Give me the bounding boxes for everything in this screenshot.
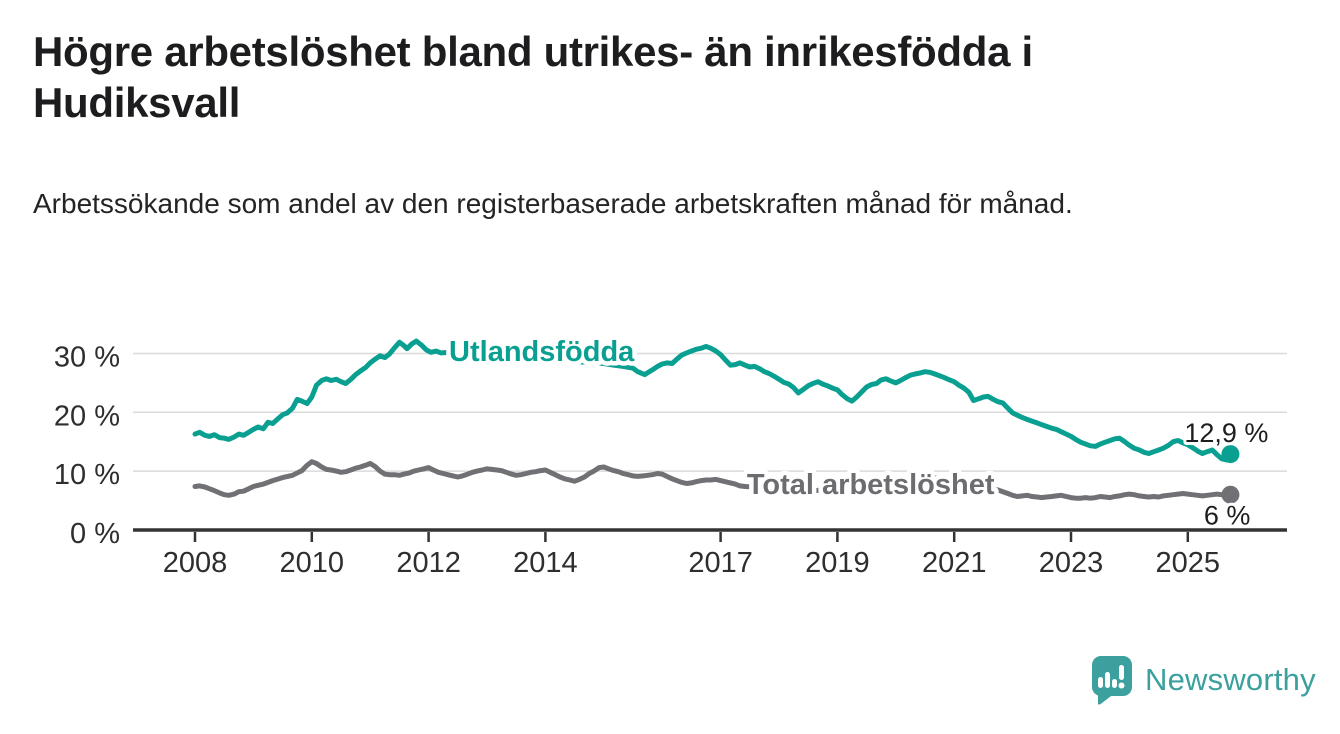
series-end-value-total-arbetsloshet: 6 %: [1204, 501, 1251, 531]
x-tick-label: 2023: [1039, 547, 1104, 579]
newsworthy-icon: [1092, 656, 1132, 705]
x-tick-label: 2008: [163, 547, 228, 579]
x-tick-label: 2017: [688, 547, 753, 579]
series-end-dot-total-arbetsloshet: [1221, 485, 1240, 504]
x-tick-label: 2014: [513, 547, 578, 579]
series-end-value-utlandsfodda: 12,9 %: [1184, 418, 1268, 448]
x-tick-label: 2019: [805, 547, 870, 579]
newsworthy-wordmark: Newsworthy: [1145, 662, 1316, 697]
y-tick-label: 10 %: [54, 459, 120, 491]
chart-subtitle: Arbetssökande som andel av den registerb…: [33, 188, 1073, 219]
series-line-utlandsfodda: [192, 338, 1233, 463]
x-tick-label: 2010: [280, 547, 345, 579]
y-tick-label: 20 %: [54, 400, 120, 432]
series-line-total-arbetsloshet: [192, 459, 1233, 501]
x-tick-label: 2021: [922, 547, 987, 579]
y-tick-label: 30 %: [54, 341, 120, 373]
chart-title: Högre arbetslöshet bland utrikes- än inr…: [33, 28, 1033, 127]
x-tick-label: 2025: [1156, 547, 1221, 579]
y-tick-label: 0 %: [70, 518, 120, 550]
series-end-dot-utlandsfodda: [1221, 445, 1240, 464]
series-label-utlandsfodda: Utlandsfödda: [449, 336, 635, 368]
x-tick-label: 2012: [396, 547, 461, 579]
series-label-total-arbetsloshet: Total arbetslöshet: [747, 469, 995, 501]
newsworthy-logo[interactable]: Newsworthy: [1088, 654, 1316, 706]
